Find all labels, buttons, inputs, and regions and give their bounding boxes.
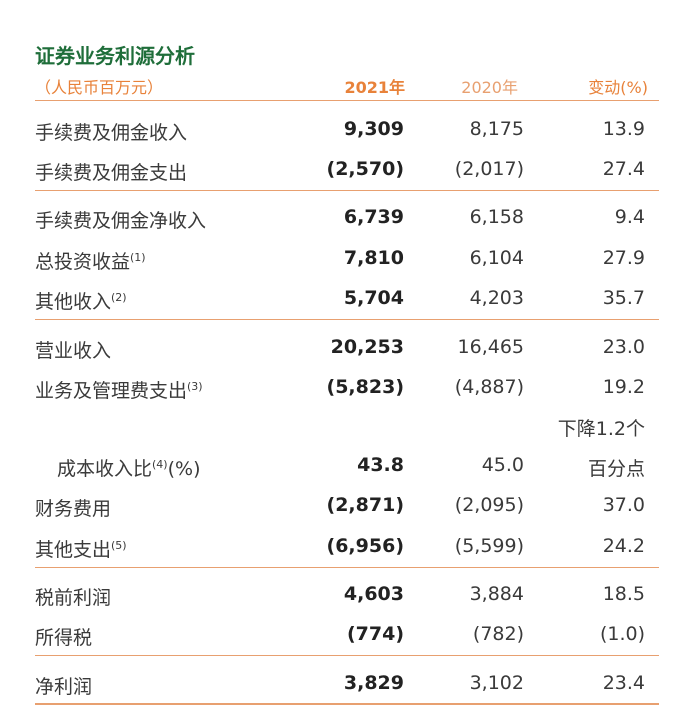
value-change: 9.4 — [614, 206, 645, 228]
footnote-marker: (1) — [130, 251, 146, 264]
table-row: 财务费用 (2,871) (2,095) 37.0 — [35, 486, 659, 526]
value-2020: 6,104 — [469, 247, 524, 269]
table-row: 其他支出(5) (6,956) (5,599) 24.2 — [35, 527, 659, 567]
table-row: 手续费及佣金支出 (2,570) (2,017) 27.4 — [35, 150, 659, 190]
value-2021: (2,570) — [326, 158, 404, 180]
column-header-change: 变动(%) — [588, 78, 648, 97]
value-2021: 6,739 — [343, 206, 404, 228]
value-2021: 3,829 — [343, 672, 404, 694]
value-2020: (2,017) — [454, 158, 524, 180]
value-change: 18.5 — [602, 583, 645, 605]
value-change: 23.0 — [602, 336, 645, 358]
value-2021: (2,871) — [326, 494, 404, 516]
page-title: 证券业务利源分析 — [35, 44, 195, 68]
table-row: 手续费及佣金净收入 6,739 6,158 9.4 — [35, 198, 659, 238]
value-2021: 43.8 — [357, 454, 404, 476]
column-header-2021: 2021年 — [344, 78, 405, 97]
column-header-2020: 2020年 — [461, 78, 518, 97]
value-change: 27.9 — [602, 247, 645, 269]
value-2021: 7,810 — [343, 247, 404, 269]
row-label: 净利润 — [35, 676, 93, 698]
value-2020: (782) — [472, 623, 524, 645]
value-change: 27.4 — [602, 158, 645, 180]
row-label: 所得税 — [35, 627, 93, 649]
footnote-marker: (4) — [152, 458, 168, 471]
footnote-marker: (5) — [111, 539, 127, 552]
row-label: 营业收入 — [35, 340, 112, 362]
value-2020: 3,884 — [469, 583, 524, 605]
row-label: 手续费及佣金净收入 — [35, 210, 207, 232]
table-row: 其他收入(2) 5,704 4,203 35.7 — [35, 279, 659, 319]
row-label: 手续费及佣金支出 — [35, 162, 188, 184]
value-2021: (5,823) — [326, 376, 404, 398]
value-change: 24.2 — [602, 535, 645, 557]
section-divider — [35, 319, 659, 320]
table-row: 净利润 3,829 3,102 23.4 — [35, 664, 659, 704]
value-2020: 45.0 — [481, 454, 524, 476]
table-row: 总投资收益(1) 7,810 6,104 27.9 — [35, 239, 659, 279]
value-change: 13.9 — [602, 118, 645, 140]
header-divider — [35, 100, 659, 101]
row-label: 手续费及佣金收入 — [35, 122, 188, 144]
table-row: 成本收入比(4)(%) 43.8 45.0 下降1.2个 百分点 — [35, 418, 659, 486]
section-divider — [35, 655, 659, 656]
unit-header: （人民币百万元） — [35, 78, 164, 97]
table-bottom-rule — [35, 703, 659, 705]
row-label: 财务费用 — [35, 498, 112, 520]
table-row: 税前利润 4,603 3,884 18.5 — [35, 575, 659, 615]
row-label: 业务及管理费支出(3) — [35, 380, 203, 402]
value-change-line1: 下降1.2个 — [557, 418, 645, 440]
value-change: 37.0 — [602, 494, 645, 516]
value-2020: (5,599) — [454, 535, 524, 557]
value-change: (1.0) — [599, 623, 645, 645]
footnote-marker: (2) — [111, 291, 127, 304]
value-change-line2: 百分点 — [587, 458, 645, 480]
table-row: 手续费及佣金收入 9,309 8,175 13.9 — [35, 110, 659, 150]
row-label: 税前利润 — [35, 587, 112, 609]
row-label: 成本收入比(4)(%) — [57, 458, 201, 480]
value-2020: 8,175 — [469, 118, 524, 140]
value-2021: 5,704 — [343, 287, 404, 309]
table-row: 业务及管理费支出(3) (5,823) (4,887) 19.2 — [35, 368, 659, 408]
value-change: 19.2 — [602, 376, 645, 398]
table-row: 营业收入 20,253 16,465 23.0 — [35, 328, 659, 368]
row-label: 其他收入(2) — [35, 291, 127, 313]
value-change: 35.7 — [602, 287, 645, 309]
value-2020: 4,203 — [469, 287, 524, 309]
row-label: 总投资收益(1) — [35, 251, 146, 273]
value-2020: 16,465 — [457, 336, 524, 358]
value-change: 23.4 — [602, 672, 645, 694]
value-2021: 4,603 — [343, 583, 404, 605]
row-label: 其他支出(5) — [35, 539, 127, 561]
footnote-marker: (3) — [187, 380, 203, 393]
value-2020: 6,158 — [469, 206, 524, 228]
value-2021: 20,253 — [330, 336, 404, 358]
value-2021: (774) — [346, 623, 404, 645]
value-2021: (6,956) — [326, 535, 404, 557]
value-2020: 3,102 — [469, 672, 524, 694]
table-row: 所得税 (774) (782) (1.0) — [35, 615, 659, 655]
section-divider — [35, 190, 659, 191]
value-2021: 9,309 — [343, 118, 404, 140]
value-2020: (4,887) — [454, 376, 524, 398]
value-2020: (2,095) — [454, 494, 524, 516]
section-divider — [35, 567, 659, 568]
